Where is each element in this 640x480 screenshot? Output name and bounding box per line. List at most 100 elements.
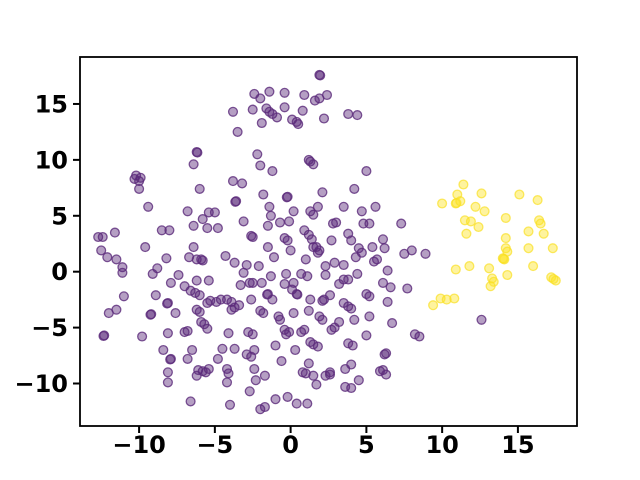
data-point-cluster-purple [382,265,393,276]
data-point-cluster-purple [264,86,275,97]
data-point-cluster-purple [221,377,233,388]
data-point-cluster-purple [324,290,336,301]
data-point-cluster-purple [300,368,311,379]
data-point-cluster-purple [247,329,258,340]
data-point-cluster-purple [276,356,287,367]
axes-frame [79,56,578,427]
data-point-cluster-purple [232,126,243,137]
data-point-cluster-purple [259,370,270,381]
data-point-cluster-purple [346,235,357,246]
data-point-cluster-purple [150,290,161,301]
data-point-cluster-yellow [461,228,472,239]
data-point-cluster-purple [476,314,487,325]
data-point-cluster-purple [247,277,258,288]
data-point-cluster-purple [284,216,295,227]
data-point-cluster-purple [246,351,257,362]
data-point-cluster-purple [235,280,246,291]
data-point-cluster-purple [145,309,156,320]
data-point-cluster-purple [182,325,193,337]
data-point-cluster-purple [209,207,220,218]
data-point-cluster-purple [402,283,413,294]
data-point-cluster-purple [156,225,167,236]
data-point-cluster-purple [267,166,278,177]
data-point-cluster-purple [202,323,213,334]
data-point-cluster-purple [111,304,122,315]
data-point-cluster-purple [349,314,360,325]
data-point-cluster-purple [270,340,281,351]
data-point-cluster-yellow [523,243,534,254]
data-point-cluster-yellow [538,228,549,239]
data-point-cluster-purple [194,183,205,194]
data-point-cluster-yellow [528,261,539,272]
data-point-cluster-purple [134,176,145,187]
data-point-cluster-purple [268,252,280,263]
data-point-cluster-purple [170,308,181,319]
data-point-cluster-purple [117,267,128,278]
data-point-cluster-purple [353,375,364,386]
data-point-cluster-purple [244,277,255,288]
data-point-cluster-purple [224,399,236,410]
data-point-cluster-purple [299,324,310,335]
data-point-cluster-purple [229,257,240,268]
data-point-cluster-purple [212,223,223,234]
data-point-cluster-yellow [465,216,476,227]
y-tick-label: 5 [51,202,68,230]
data-point-cluster-purple [306,234,317,245]
data-point-cluster-purple [302,271,313,282]
data-point-cluster-yellow [473,221,484,233]
data-point-cluster-purple [262,220,273,231]
y-tick-label: −10 [14,370,68,398]
data-point-cluster-purple [188,220,199,231]
data-point-cluster-purple [329,257,340,268]
data-point-cluster-purple [258,308,269,319]
data-point-cluster-purple [227,106,239,117]
data-point-cluster-purple [109,227,120,238]
data-point-cluster-purple [192,147,203,158]
data-point-cluster-purple [102,252,113,263]
data-point-cluster-purple [308,370,319,381]
data-point-cluster-purple [406,245,417,256]
data-point-cluster-purple [238,216,249,227]
data-point-cluster-purple [377,277,389,288]
data-point-cluster-purple [292,289,303,300]
data-point-cluster-purple [279,102,290,113]
data-point-cluster-purple [291,398,302,409]
data-point-cluster-purple [293,119,304,130]
data-point-cluster-purple [262,242,273,253]
data-point-cluster-purple [364,291,375,302]
data-point-cluster-yellow [502,269,513,281]
data-point-cluster-purple [321,89,333,101]
data-point-cluster-purple [340,363,351,375]
data-point-cluster-purple [312,247,323,258]
data-point-cluster-purple [312,201,323,212]
data-point-cluster-purple [200,367,211,378]
data-point-cluster-yellow [428,300,439,311]
data-point-cluster-purple [317,187,328,198]
data-point-cluster-purple [247,104,258,115]
data-point-cluster-purple [162,367,173,378]
data-point-cluster-purple [184,252,195,263]
data-point-cluster-purple [203,275,214,286]
data-point-cluster-purple [274,217,286,228]
data-point-cluster-purple [98,330,109,342]
data-point-cluster-purple [194,306,205,317]
data-point-cluster-purple [387,318,398,329]
y-tick-label: 15 [35,90,68,118]
x-tick-label: 5 [358,431,375,459]
data-point-cluster-purple [352,268,363,279]
data-point-cluster-purple [343,274,354,285]
data-point-cluster-purple [229,343,240,354]
data-point-cluster-purple [237,178,248,189]
data-point-cluster-purple [220,250,231,262]
data-point-cluster-purple [305,294,316,305]
data-point-cluster-purple [331,217,342,228]
data-point-cluster-purple [173,269,184,281]
data-point-cluster-purple [343,108,354,120]
data-point-cluster-purple [396,218,407,229]
data-point-cluster-yellow [476,188,487,199]
data-point-cluster-purple [158,344,169,356]
data-point-cluster-purple [364,311,375,322]
data-point-cluster-purple [370,201,381,212]
data-point-cluster-purple [137,331,148,342]
data-point-cluster-yellow [450,264,461,275]
